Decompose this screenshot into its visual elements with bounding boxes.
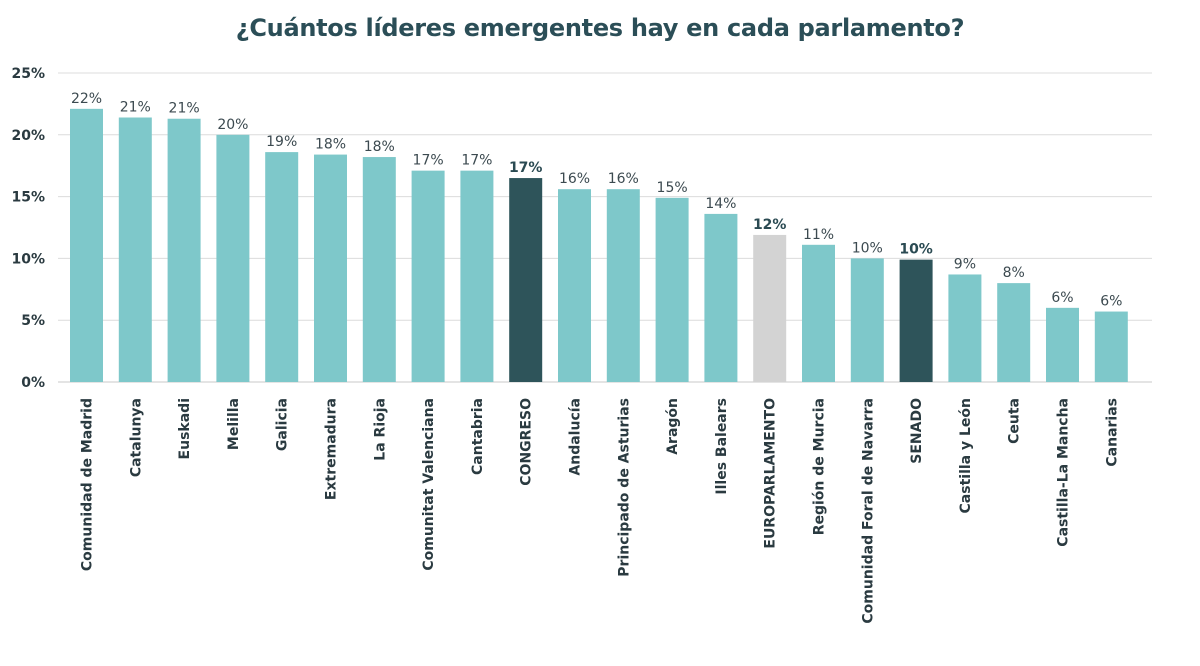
x-tick-label: Euskadi [177,398,193,459]
x-tick-label: CONGRESO [519,398,535,486]
x-tick-label: Comunidad Foral de Navarra [860,398,876,624]
data-label: 12% [753,217,787,233]
x-tick-label: Castilla y León [958,398,974,513]
y-axis-ticks: 0% 5% 10% 15% 20% 25% [11,66,45,391]
data-label: 9% [954,256,976,272]
data-labels: 22% 21% 21% 20% 19% 18% 18% 17% 17% 17% 16% 16% 15% 1… [71,91,1122,310]
x-tick-label: Castilla-La Mancha [1056,398,1072,547]
data-label: 10% [899,242,933,258]
bars [70,108,1128,383]
bar-7 [411,170,445,382]
bar-15 [802,244,835,382]
data-label: 14% [705,196,736,212]
x-tick-label: Principado de Asturias [616,398,632,577]
x-tick-label: Región de Murcia [812,398,828,535]
data-label: 21% [120,99,151,115]
chart-title: ¿Cuántos líderes emergentes hay en cada … [235,14,965,42]
data-label: 15% [657,180,688,196]
x-tick-label: EUROPARLAMENTO [763,398,779,549]
data-label: 6% [1051,290,1073,306]
bar-1 [118,117,152,382]
bar-8 [460,170,494,382]
data-label: 8% [1003,265,1025,281]
bar-2 [167,118,201,383]
y-tick-label: 25% [11,66,45,82]
data-label: 18% [315,137,346,153]
x-tick-label: Melilla [226,398,242,450]
bar-14 [753,234,787,382]
bar-16 [850,258,884,382]
x-tick-label: Galicia [275,398,291,451]
bar-5 [314,154,347,382]
x-tick-label: Aragón [665,398,681,455]
bar-0 [70,108,103,383]
bar-10 [558,189,591,382]
bar-4 [265,152,299,382]
data-label: 17% [461,153,492,169]
bar-18 [948,274,982,382]
data-label: 10% [852,240,883,256]
x-tick-label: Cantabria [470,398,486,475]
data-label: 21% [169,101,200,117]
data-label: 20% [217,117,248,133]
y-tick-label: 15% [11,190,45,206]
x-tick-label: Andalucía [568,398,584,476]
y-tick-label: 10% [11,251,45,267]
x-axis-labels: Comunidad de Madrid Catalunya Euskadi Melil… [80,398,1121,624]
data-label: 22% [71,91,102,107]
data-label: 18% [364,139,395,155]
data-label: 11% [803,227,834,243]
bar-17 [899,259,933,382]
x-tick-label: Ceuta [1007,398,1023,444]
y-tick-label: 5% [21,313,45,329]
x-tick-label: Catalunya [128,398,144,477]
data-label: 19% [266,134,297,150]
data-label: 16% [559,171,590,187]
bar-13 [704,213,738,382]
data-label: 17% [509,160,543,176]
x-tick-label: Comunidad de Madrid [80,398,96,571]
x-tick-label: Canarias [1104,398,1120,467]
bar-9 [509,178,543,382]
data-label: 17% [413,153,444,169]
x-tick-label: Extremadura [324,398,340,500]
bar-3 [216,134,250,382]
x-tick-label: La Rioja [372,398,388,461]
x-tick-label: Illes Balears [714,398,730,495]
y-tick-label: 20% [11,128,45,144]
x-tick-label: Comunitat Valenciana [421,398,437,571]
bar-12 [655,197,689,382]
bar-19 [997,283,1031,382]
bar-11 [606,189,640,382]
x-tick-label: SENADO [909,398,925,464]
y-tick-label: 0% [21,375,45,391]
bar-21 [1094,311,1128,382]
bar-20 [1046,307,1079,382]
bar-6 [362,157,396,382]
data-label: 6% [1100,294,1122,310]
data-label: 16% [608,171,639,187]
